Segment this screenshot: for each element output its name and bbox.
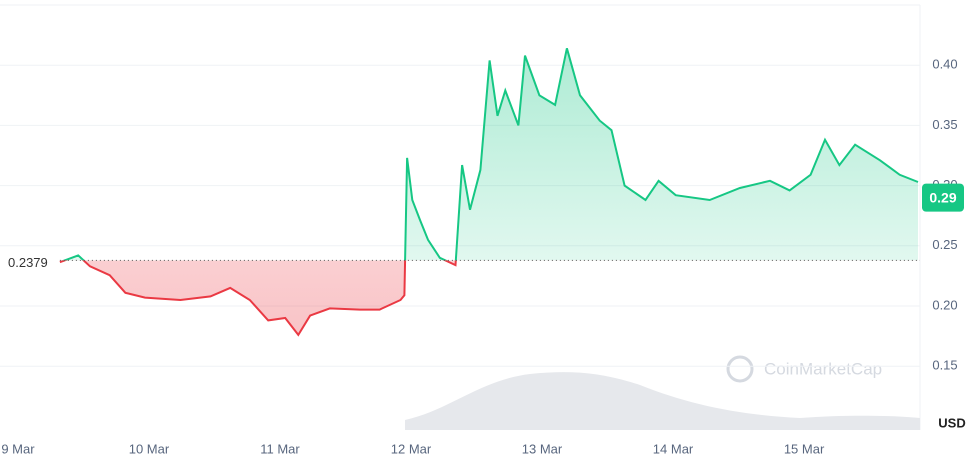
price-badge-label: 0.29 (929, 189, 956, 205)
currency-label: USD (938, 415, 965, 430)
y-tick-label: 0.15 (932, 358, 957, 373)
price-badge (922, 183, 964, 212)
y-tick-label: 0.35 (932, 117, 957, 132)
x-tick-label: 10 Mar (129, 441, 170, 456)
watermark: CoinMarketCap (726, 355, 882, 383)
volume-area (405, 372, 920, 430)
x-tick-label: 15 Mar (784, 441, 825, 456)
watermark-text: CoinMarketCap (764, 359, 882, 378)
x-tick-label: 9 Mar (1, 441, 35, 456)
line-up (61, 48, 919, 261)
x-tick-label: 14 Mar (653, 441, 694, 456)
x-tick-label: 13 Mar (522, 441, 563, 456)
line-down (59, 260, 457, 337)
area-up (59, 48, 918, 261)
area-down (59, 260, 456, 335)
x-tick-label: 11 Mar (260, 441, 300, 456)
logo (726, 355, 754, 383)
baseline-label: 0.2379 (8, 255, 48, 270)
y-tick-label: 0.20 (932, 297, 957, 312)
y-tick-label: 0.25 (932, 237, 957, 252)
x-tick-label: 12 Mar (391, 441, 432, 456)
y-tick-label: 0.40 (932, 57, 957, 72)
